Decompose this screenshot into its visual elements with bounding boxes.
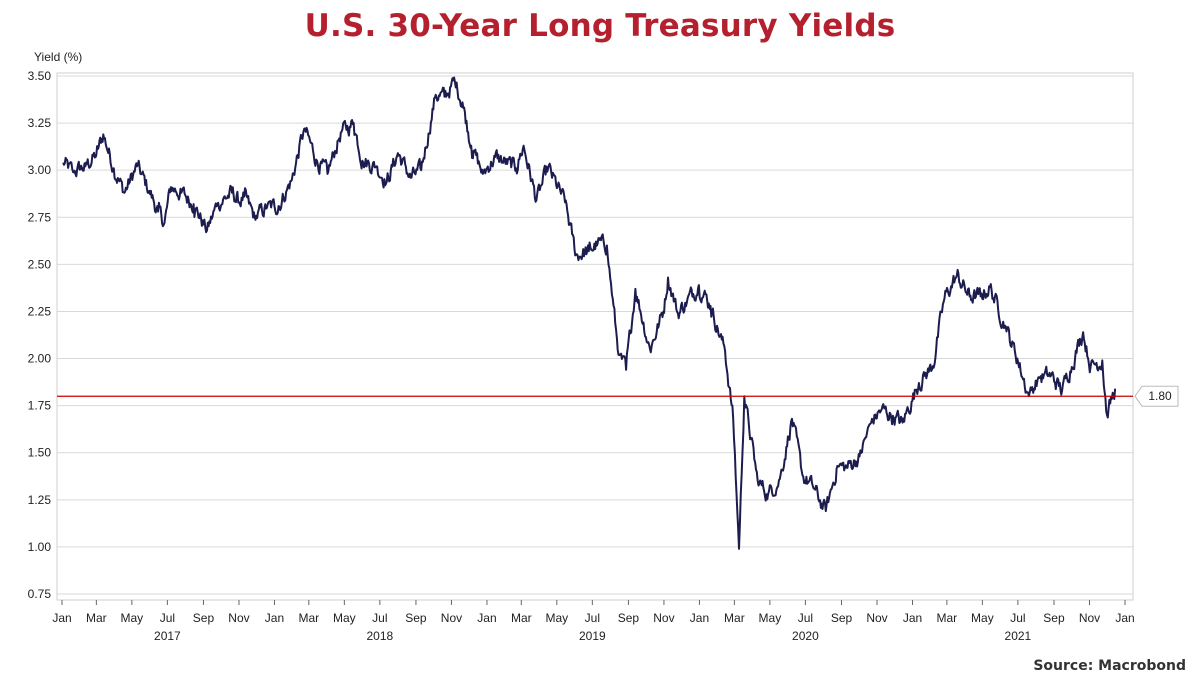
x-tick-label: Mar [298,611,319,625]
x-tick-label: May [333,611,356,625]
gridlines [57,75,1133,595]
y-tick-label: 2.25 [28,304,52,318]
x-tick-label: Nov [1079,611,1100,625]
x-axis: Jan Mar May Jul Sep Nov Jan Mar May Jul Sep Nov Jan M… [52,600,1135,625]
x-tick-label: Sep [405,611,427,625]
series-line-30y-yield [62,76,1117,550]
y-tick-label: 3.25 [28,116,52,130]
year-label: 2017 [154,629,181,643]
x-tick-label: Jan [903,611,922,625]
x-tick-label: Jul [160,611,175,625]
x-tick-label: Sep [618,611,640,625]
year-label: 2018 [367,629,394,643]
y-tick-label: 2.00 [28,352,52,366]
x-tick-label: Jan [52,611,71,625]
y-tick-label: 2.50 [28,257,52,271]
y-tick-label: 0.75 [28,587,52,601]
x-tick-label: Nov [228,611,249,625]
x-tick-label: Sep [193,611,215,625]
x-tick-label: May [971,611,994,625]
y-tick-label: 1.25 [28,493,52,507]
x-tick-label: May [121,611,144,625]
x-tick-label: Mar [511,611,532,625]
y-tick-label: 2.75 [28,210,52,224]
reference-label-text: 1.80 [1148,389,1172,403]
year-labels: 2017 2018 2019 2020 2021 [154,629,1032,643]
y-tick-label: 1.75 [28,399,52,413]
x-tick-label: Jul [1010,611,1025,625]
plot-frame [56,72,1134,601]
y-axis-label: Yield (%) [34,50,82,64]
year-label: 2019 [579,629,606,643]
y-tick-label: 1.50 [28,446,52,460]
x-tick-label: Jan [1115,611,1134,625]
chart-title: U.S. 30-Year Long Treasury Yields [304,8,896,44]
year-label: 2020 [792,629,819,643]
x-tick-label: Nov [441,611,462,625]
x-tick-label: Mar [937,611,958,625]
x-tick-label: Mar [86,611,107,625]
x-tick-label: Jan [265,611,284,625]
source-note: Source: Macrobond [1033,658,1186,674]
x-tick-label: Nov [866,611,887,625]
reference-label-box [1134,385,1179,407]
x-tick-label: Jul [372,611,387,625]
y-tick-label: 1.00 [28,540,52,554]
plot-border [56,72,1134,601]
x-tick-label: Jul [585,611,600,625]
x-tick-label: Jan [477,611,496,625]
y-tick-label: 3.50 [28,69,52,83]
x-tick-label: Jul [798,611,813,625]
x-tick-label: Jan [690,611,709,625]
x-tick-label: May [545,611,568,625]
x-tick-label: May [759,611,782,625]
reference-label: 1.80 [1134,385,1179,407]
x-tick-label: Sep [831,611,853,625]
x-tick-label: Nov [653,611,674,625]
x-tick-label: Mar [724,611,745,625]
year-label: 2021 [1005,629,1032,643]
y-axis: 3.50 3.25 3.00 2.75 2.50 2.25 2.00 1.75 1.50 1.25… [28,69,52,601]
y-tick-label: 3.00 [28,163,52,177]
x-tick-label: Sep [1043,611,1065,625]
